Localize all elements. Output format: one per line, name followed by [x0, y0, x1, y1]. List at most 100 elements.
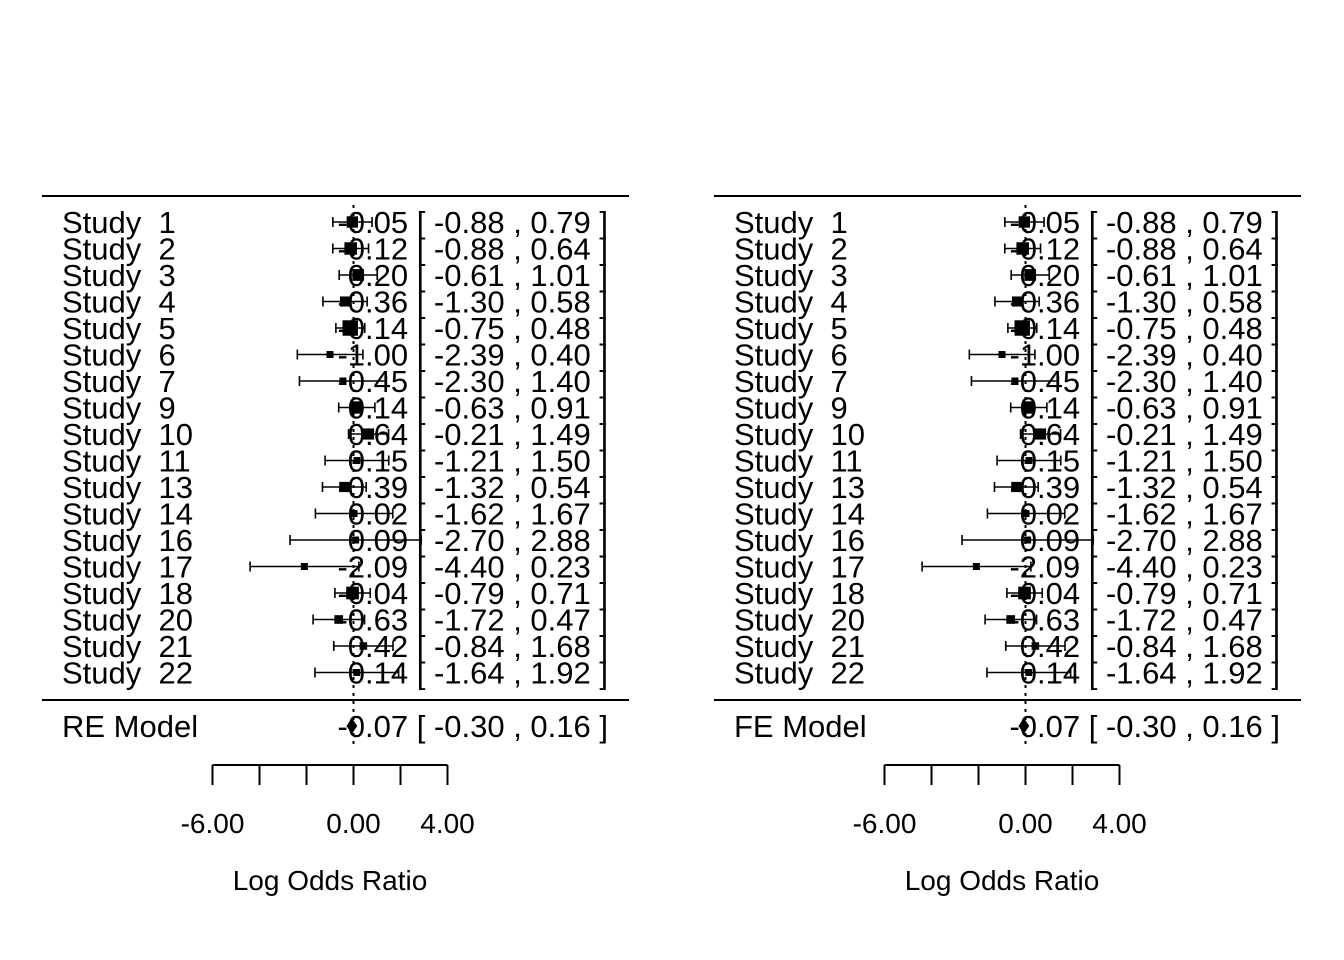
study-row: Study 4 -0.36 [ -1.30 , 0.58 ]	[734, 285, 1280, 320]
study-label: Study 3	[734, 258, 848, 293]
study-row: Study 16 0.09 [ -2.70 , 2.88 ]	[734, 523, 1280, 558]
study-label: Study 17	[62, 550, 193, 585]
estimate-ci-text: 0.64 [ -0.21 , 1.49 ]	[348, 417, 608, 452]
study-label: Study 20	[62, 603, 193, 638]
point-estimate	[1011, 377, 1019, 385]
study-label: Study 16	[62, 523, 193, 558]
estimate-ci-text: -0.14 [ -0.75 , 0.48 ]	[337, 311, 608, 346]
point-estimate	[1024, 269, 1037, 281]
forest-panel-2: Study 1 -0.05 [ -0.88 , 0.79 ] Study 2 -0.1…	[714, 195, 1301, 896]
estimate-ci-text: -0.04 [ -0.79 , 0.71 ]	[1009, 576, 1280, 611]
forest-panel-1: Study 1 -0.05 [ -0.88 , 0.79 ] Study 2 -0.1…	[42, 195, 629, 896]
point-estimate	[998, 351, 1006, 358]
study-label: Study 11	[734, 444, 863, 479]
point-estimate	[1034, 428, 1047, 440]
point-estimate	[353, 669, 361, 676]
study-label: Study 10	[62, 417, 193, 452]
study-row: Study 1 -0.05 [ -0.88 , 0.79 ]	[62, 205, 608, 240]
study-label: Study 20	[734, 603, 865, 638]
study-label: Study 18	[734, 576, 865, 611]
study-row: Study 20 -0.63 [ -1.72 , 0.47 ]	[734, 603, 1280, 638]
summary-diamond	[346, 718, 358, 734]
estimate-ci-text: -0.36 [ -1.30 , 0.58 ]	[1009, 285, 1280, 320]
study-label: Study 5	[734, 311, 848, 346]
estimate-ci-text: -0.36 [ -1.30 , 0.58 ]	[337, 285, 608, 320]
point-estimate	[300, 563, 308, 570]
estimate-ci-text: 0.15 [ -1.21 , 1.50 ]	[1020, 444, 1280, 479]
study-row: Study 5 -0.14 [ -0.75 , 0.48 ]	[734, 311, 1280, 346]
point-estimate	[339, 481, 350, 493]
summary-label: RE Model	[62, 709, 198, 744]
point-estimate	[1025, 456, 1033, 465]
study-row: Study 3 0.20 [ -0.61 , 1.01 ]	[734, 258, 1280, 293]
study-label: Study 4	[62, 285, 176, 320]
estimate-ci-text: 0.09 [ -2.70 , 2.88 ]	[1020, 523, 1280, 558]
study-row: Study 5 -0.14 [ -0.75 , 0.48 ]	[62, 311, 608, 346]
study-row: Study 20 -0.63 [ -1.72 , 0.47 ]	[62, 603, 608, 638]
estimate-ci-text: 0.20 [ -0.61 , 1.01 ]	[348, 258, 608, 293]
estimate-ci-text: -0.45 [ -2.30 , 1.40 ]	[337, 364, 608, 399]
point-estimate	[1018, 586, 1031, 600]
study-label: Study 14	[734, 497, 865, 532]
x-tick-label: 0.00	[998, 808, 1053, 839]
study-label: Study 6	[62, 338, 176, 373]
point-estimate	[1022, 510, 1030, 517]
point-estimate	[1006, 615, 1016, 624]
estimate-ci-text: 0.15 [ -1.21 , 1.50 ]	[348, 444, 608, 479]
x-axis-title: Log Odds Ratio	[233, 865, 428, 896]
point-estimate	[1016, 242, 1029, 255]
point-estimate	[1011, 296, 1023, 307]
study-label: Study 14	[62, 497, 193, 532]
x-tick-label: 0.00	[326, 808, 381, 839]
point-estimate	[1011, 481, 1022, 493]
estimate-ci-text: 0.14 [ -1.64 , 1.92 ]	[1020, 656, 1280, 691]
estimate-ci-text: 0.42 [ -0.84 , 1.68 ]	[1020, 629, 1280, 664]
study-label: Study 2	[62, 232, 176, 267]
study-row: Study 18 -0.04 [ -0.79 , 0.71 ]	[62, 576, 608, 611]
estimate-ci-text: 0.14 [ -0.63 , 0.91 ]	[1020, 391, 1280, 426]
estimate-ci-text: -0.63 [ -1.72 , 0.47 ]	[1009, 603, 1280, 638]
point-estimate	[352, 536, 360, 544]
point-estimate	[353, 456, 361, 465]
study-row: Study 17 -2.09 [ -4.40 , 0.23 ]	[734, 550, 1280, 585]
study-row: Study 7 -0.45 [ -2.30 , 1.40 ]	[62, 364, 608, 399]
study-label: Study 4	[734, 285, 848, 320]
study-row: Study 14 0.02 [ -1.62 , 1.67 ]	[62, 497, 608, 532]
summary-estimate-text: -0.07 [ -0.30 , 0.16 ]	[1009, 709, 1280, 744]
point-estimate	[346, 586, 359, 600]
study-label: Study 5	[62, 311, 176, 346]
study-label: Study 17	[734, 550, 865, 585]
point-estimate	[1022, 401, 1035, 414]
point-estimate	[342, 320, 358, 336]
study-row: Study 11 0.15 [ -1.21 , 1.50 ]	[734, 444, 1280, 479]
estimate-ci-text: 0.02 [ -1.62 , 1.67 ]	[1020, 497, 1280, 532]
estimate-ci-text: 0.64 [ -0.21 , 1.49 ]	[1020, 417, 1280, 452]
estimate-ci-text: 0.14 [ -1.64 , 1.92 ]	[348, 656, 608, 691]
estimate-ci-text: 0.42 [ -0.84 , 1.68 ]	[348, 629, 608, 664]
estimate-ci-text: -0.45 [ -2.30 , 1.40 ]	[1009, 364, 1280, 399]
point-estimate	[972, 563, 980, 570]
study-label: Study 11	[62, 444, 191, 479]
study-row: Study 16 0.09 [ -2.70 , 2.88 ]	[62, 523, 608, 558]
study-label: Study 3	[62, 258, 176, 293]
study-label: Study 9	[62, 391, 176, 426]
study-row: Study 3 0.20 [ -0.61 , 1.01 ]	[62, 258, 608, 293]
study-label: Study 1	[62, 205, 176, 240]
summary-estimate-text: -0.07 [ -0.30 , 0.16 ]	[337, 709, 608, 744]
study-row: Study 9 0.14 [ -0.63 , 0.91 ]	[734, 391, 1280, 426]
study-label: Study 6	[734, 338, 848, 373]
point-estimate	[326, 351, 334, 358]
study-label: Study 21	[62, 629, 193, 664]
study-row: Study 10 0.64 [ -0.21 , 1.49 ]	[734, 417, 1280, 452]
estimate-ci-text: -0.12 [ -0.88 , 0.64 ]	[1009, 232, 1280, 267]
study-row: Study 9 0.14 [ -0.63 , 0.91 ]	[62, 391, 608, 426]
point-estimate	[359, 642, 368, 650]
point-estimate	[362, 428, 375, 440]
estimate-ci-text: -0.12 [ -0.88 , 0.64 ]	[337, 232, 608, 267]
study-label: Study 22	[62, 656, 193, 691]
point-estimate	[1024, 536, 1032, 544]
x-tick-label: -6.00	[853, 808, 917, 839]
point-estimate	[350, 401, 363, 414]
study-label: Study 7	[734, 364, 848, 399]
